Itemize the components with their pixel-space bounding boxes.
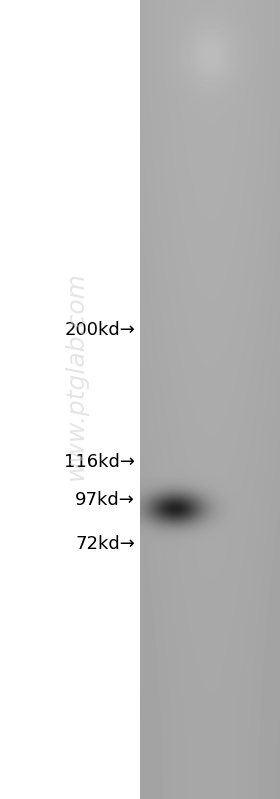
Text: 72kd→: 72kd→	[75, 535, 135, 553]
Text: 200kd→: 200kd→	[64, 321, 135, 339]
Text: 97kd→: 97kd→	[75, 491, 135, 509]
Text: 116kd→: 116kd→	[64, 453, 135, 471]
Text: www.ptglab.com: www.ptglab.com	[64, 271, 88, 480]
